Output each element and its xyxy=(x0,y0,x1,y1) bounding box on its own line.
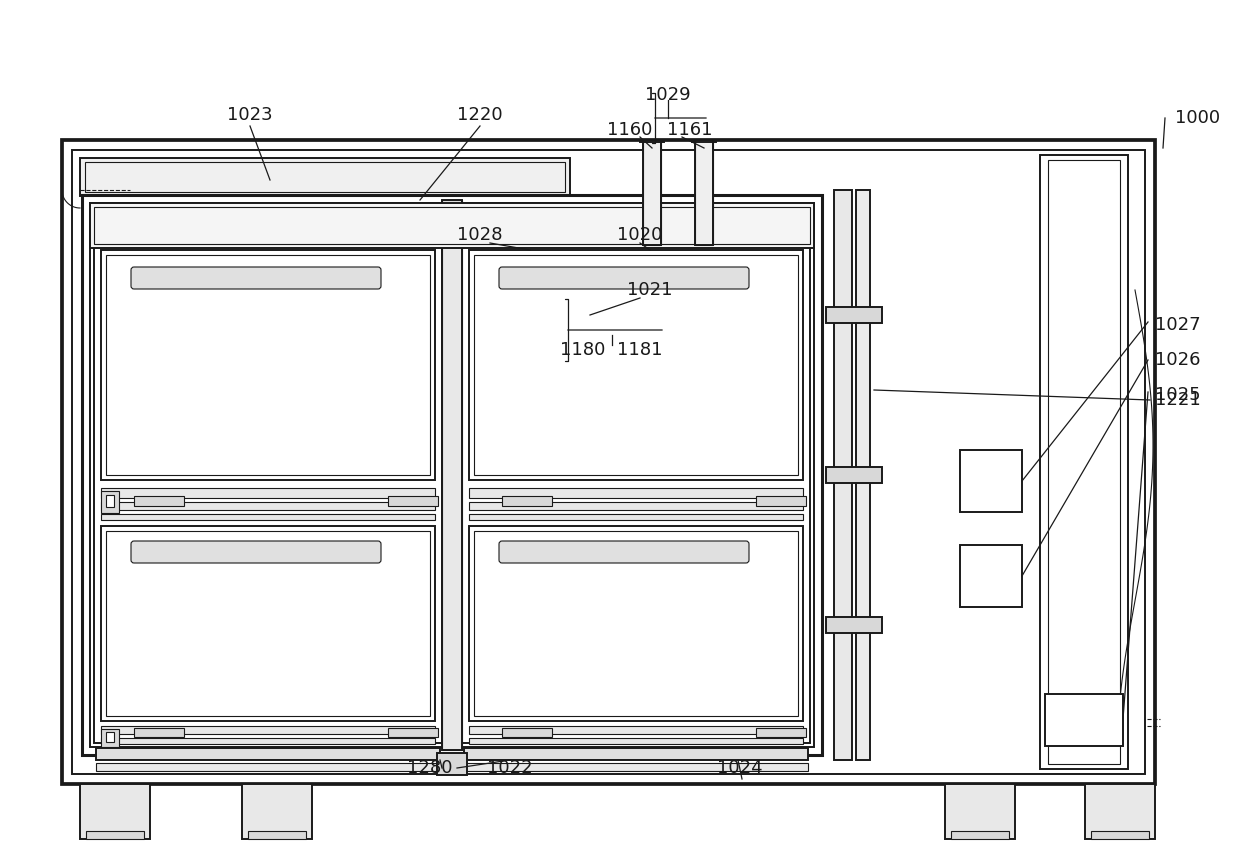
Bar xyxy=(134,496,184,506)
Text: 1000: 1000 xyxy=(1176,109,1220,127)
Bar xyxy=(388,728,438,737)
Bar xyxy=(644,140,661,245)
Bar xyxy=(856,190,870,760)
Bar xyxy=(960,545,1022,607)
Bar xyxy=(474,531,799,716)
Bar xyxy=(756,496,806,506)
FancyBboxPatch shape xyxy=(498,541,749,563)
Bar xyxy=(86,162,565,192)
Bar xyxy=(469,488,804,498)
Text: 1029: 1029 xyxy=(645,86,691,104)
Text: 1280: 1280 xyxy=(407,759,453,777)
Text: 1180: 1180 xyxy=(560,341,605,359)
Bar xyxy=(91,203,813,248)
Bar xyxy=(441,200,463,750)
Bar xyxy=(469,502,804,510)
Bar xyxy=(644,140,661,245)
Bar xyxy=(960,450,1022,512)
Bar xyxy=(1045,694,1123,746)
Text: 1022: 1022 xyxy=(487,759,533,777)
Bar xyxy=(134,728,184,737)
Bar xyxy=(1040,155,1128,769)
Bar xyxy=(105,495,114,507)
FancyBboxPatch shape xyxy=(131,541,381,563)
Bar xyxy=(100,502,435,510)
Bar xyxy=(388,496,438,506)
Bar xyxy=(469,738,804,744)
Bar xyxy=(95,748,440,760)
FancyBboxPatch shape xyxy=(131,267,381,289)
Bar xyxy=(82,195,822,755)
Bar xyxy=(100,488,435,498)
Text: 1181: 1181 xyxy=(618,341,662,359)
FancyBboxPatch shape xyxy=(498,267,749,289)
Bar xyxy=(95,763,440,771)
Bar xyxy=(945,784,1016,839)
Bar xyxy=(436,753,467,775)
Text: 1160: 1160 xyxy=(608,121,652,139)
Bar xyxy=(248,831,306,839)
Text: 1220: 1220 xyxy=(458,106,502,124)
Bar xyxy=(100,514,435,520)
Bar xyxy=(105,255,430,475)
Text: 1020: 1020 xyxy=(618,226,662,244)
Bar xyxy=(694,140,713,245)
Bar xyxy=(826,307,882,323)
Bar xyxy=(835,190,852,760)
Bar xyxy=(694,140,713,245)
Bar xyxy=(469,250,804,480)
Bar xyxy=(1048,160,1120,764)
Bar xyxy=(100,250,435,480)
Bar xyxy=(105,531,430,716)
Text: 1021: 1021 xyxy=(627,281,673,299)
Bar xyxy=(441,200,463,750)
Text: 1025: 1025 xyxy=(1154,386,1200,404)
Bar xyxy=(94,207,441,743)
Bar xyxy=(242,784,312,839)
Bar xyxy=(463,207,810,743)
Bar xyxy=(86,831,144,839)
Bar xyxy=(474,255,799,475)
Bar xyxy=(72,150,1145,774)
Bar xyxy=(502,728,552,737)
Bar xyxy=(100,526,435,721)
Bar xyxy=(756,728,806,737)
Bar xyxy=(81,158,570,196)
Text: 1028: 1028 xyxy=(458,226,502,244)
Bar xyxy=(464,748,808,760)
Bar xyxy=(94,207,810,244)
Bar xyxy=(469,526,804,721)
Bar xyxy=(81,784,150,839)
Bar xyxy=(951,831,1009,839)
Text: 1221: 1221 xyxy=(1154,391,1200,409)
Bar xyxy=(1091,831,1149,839)
Bar xyxy=(100,726,435,734)
Bar xyxy=(1085,784,1154,839)
Bar xyxy=(469,514,804,520)
Text: 1026: 1026 xyxy=(1154,351,1200,369)
Text: 1027: 1027 xyxy=(1154,316,1200,334)
Bar xyxy=(464,763,808,771)
Bar xyxy=(826,467,882,483)
Bar xyxy=(100,729,119,747)
Text: 1161: 1161 xyxy=(667,121,713,139)
Text: 1023: 1023 xyxy=(227,106,273,124)
Text: 1024: 1024 xyxy=(717,759,763,777)
Bar xyxy=(100,491,119,513)
Bar xyxy=(91,203,813,747)
Bar xyxy=(826,617,882,633)
Bar xyxy=(469,726,804,734)
Bar xyxy=(502,496,552,506)
Bar xyxy=(105,732,114,742)
Bar xyxy=(62,140,1154,784)
Bar xyxy=(100,738,435,744)
